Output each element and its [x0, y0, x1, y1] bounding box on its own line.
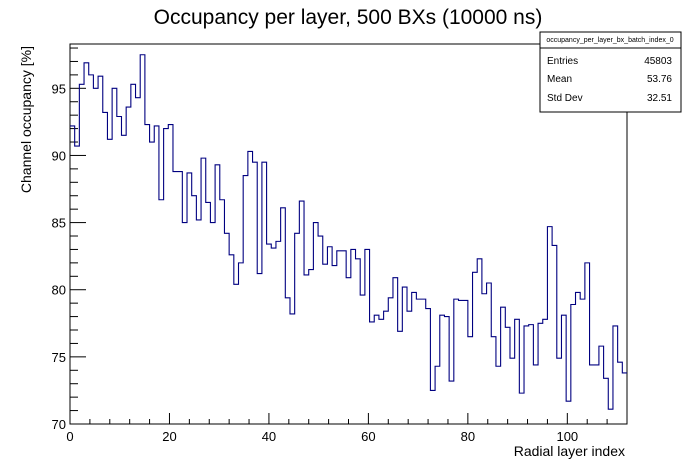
stats-box-frame: [539, 31, 682, 113]
y-tick-label: 95: [52, 81, 66, 96]
histogram-series-line: [70, 54, 627, 410]
stats-entries-label: Entries: [547, 56, 578, 67]
stats-entries-value: 45803: [644, 56, 672, 67]
x-tick-label: 0: [66, 429, 73, 444]
y-tick-label: 75: [52, 350, 66, 365]
x-tick-label: 100: [556, 429, 578, 444]
stats-mean-label: Mean: [547, 74, 572, 85]
axis-ticks: [69, 47, 628, 425]
y-axis-title: Channel occupancy [%]: [18, 46, 34, 193]
y-tick-label: 80: [52, 283, 66, 298]
stats-box: occupancy_per_layer_bx_batch_index_0 Ent…: [539, 31, 682, 113]
y-tick-label: 85: [52, 216, 66, 231]
x-tick-label: 20: [162, 429, 176, 444]
stats-mean-value: 53.76: [647, 74, 672, 85]
chart-title: Occupancy per layer, 500 BXs (10000 ns): [154, 6, 543, 29]
x-tick-label: 60: [361, 429, 375, 444]
x-tick-label: 80: [461, 429, 475, 444]
y-tick-label: 90: [52, 148, 66, 163]
stats-histogram-name: occupancy_per_layer_bx_batch_index_0: [546, 37, 673, 44]
y-tick-label: 70: [52, 417, 66, 432]
stats-stddev-value: 32.51: [647, 93, 672, 104]
x-tick-label: 40: [262, 429, 276, 444]
stats-stddev-label: Std Dev: [547, 93, 583, 104]
x-axis-title: Radial layer index: [514, 443, 625, 459]
tick-labels: 0 20 40 60 80 100 70 75 80 85 90 95: [52, 81, 579, 444]
